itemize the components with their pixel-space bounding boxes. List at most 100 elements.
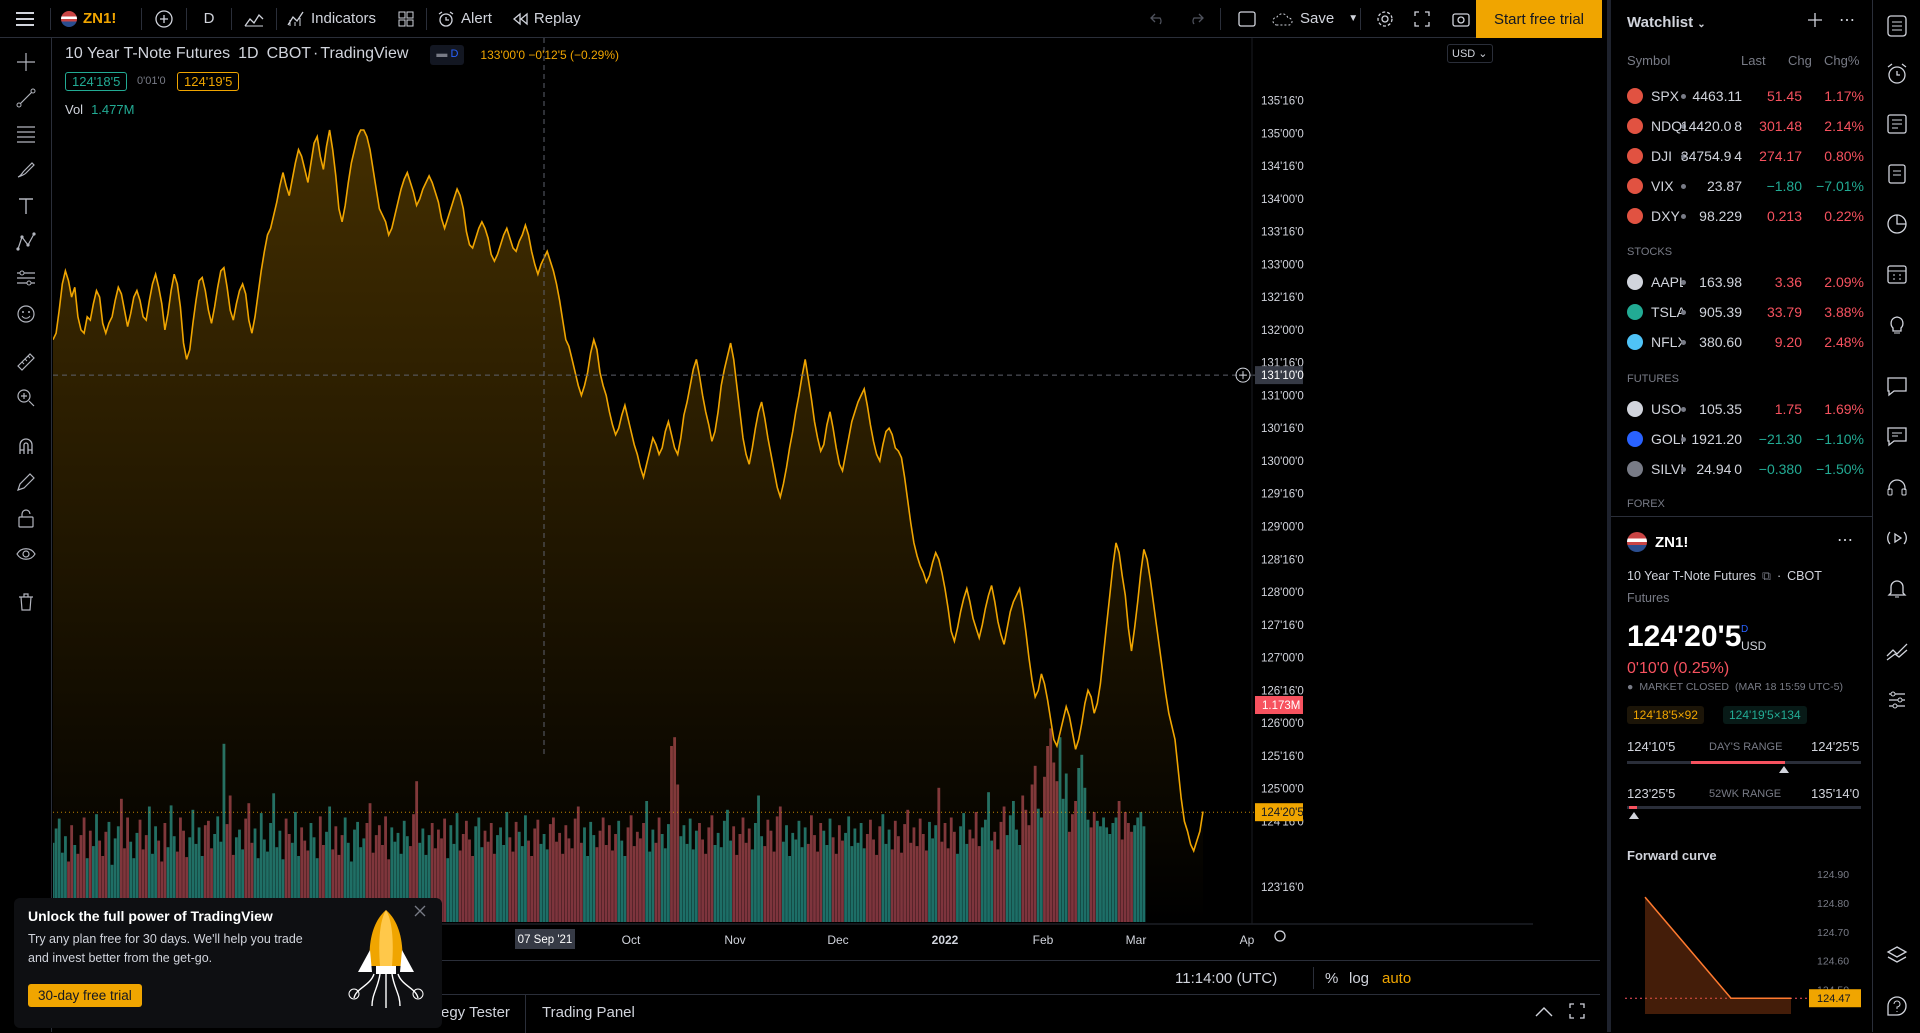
text-tool[interactable] <box>14 194 38 218</box>
watchlist-row[interactable]: DXY 98.229 0.213 0.22% <box>1611 201 1872 231</box>
col-chg[interactable]: Chg <box>1788 53 1812 68</box>
maximize-button[interactable] <box>1569 1003 1585 1022</box>
pie-tab[interactable] <box>1885 212 1909 239</box>
watchlist-section-label[interactable]: STOCKS <box>1627 246 1673 258</box>
symbol-search-button[interactable]: ZN1! <box>51 0 141 38</box>
help-tab[interactable] <box>1885 994 1909 1021</box>
clock-label[interactable]: 11:14:00 (UTC) <box>1175 970 1278 987</box>
pattern-tool[interactable] <box>14 230 38 254</box>
measure-tool[interactable] <box>14 350 38 374</box>
messages-tab[interactable] <box>1885 424 1909 451</box>
currency-button[interactable]: USD ⌄ <box>1447 44 1493 63</box>
broadcast-tab[interactable] <box>1885 526 1909 553</box>
row-pct: 0.80% <box>1824 148 1864 164</box>
watchlist-section-label[interactable]: FUTURES <box>1627 373 1679 385</box>
hide-tool[interactable] <box>14 542 38 566</box>
emoji-tool[interactable] <box>14 302 38 326</box>
detail-symbol[interactable]: ZN1! <box>1655 533 1689 551</box>
external-link-icon[interactable]: ⧉ <box>1762 569 1771 583</box>
magnet-tool[interactable] <box>14 434 38 458</box>
undo-button[interactable] <box>1140 0 1176 38</box>
watchlist-row[interactable]: USO 105.35 1.75 1.69% <box>1611 394 1872 424</box>
detail-more-button[interactable]: ⋯ <box>1837 532 1853 549</box>
watchlist-row[interactable]: SILVER 24.94 0 −0.380 −1.50% <box>1611 454 1872 484</box>
layers-tab[interactable] <box>1885 944 1909 971</box>
calendar-tab[interactable] <box>1885 162 1909 189</box>
snapshot-button[interactable] <box>1442 0 1480 38</box>
settings-button[interactable] <box>1366 0 1404 38</box>
notifications-tab[interactable] <box>1885 576 1909 603</box>
detail-ask[interactable]: 124'19'5×134 <box>1723 706 1807 724</box>
watchlist-section-label[interactable]: FOREX <box>1627 498 1665 510</box>
trendline-tool[interactable] <box>14 86 38 110</box>
layout-button[interactable] <box>1228 0 1266 38</box>
compare-button[interactable] <box>142 0 186 38</box>
brush-tool[interactable] <box>14 158 38 182</box>
chats-tab[interactable] <box>1885 374 1909 401</box>
percent-toggle[interactable]: % <box>1325 970 1339 987</box>
last-price-label: 124'20'5 <box>1261 807 1304 819</box>
fib-tool[interactable] <box>14 122 38 146</box>
templates-button[interactable] <box>386 0 426 38</box>
watchlist-title[interactable]: Watchlist ⌄ <box>1627 14 1706 31</box>
pine-tab[interactable] <box>1885 688 1909 715</box>
interval-button[interactable]: D <box>203 10 215 27</box>
status-dot <box>1681 153 1686 159</box>
news-tab[interactable] <box>1885 112 1909 139</box>
delete-tool[interactable] <box>14 590 38 614</box>
redo-button[interactable] <box>1178 0 1214 38</box>
watchlist-row[interactable]: DJI 34754.9 4 274.17 0.80% <box>1611 141 1872 171</box>
promo-text-1: Try any plan free for 30 days. We'll hel… <box>28 932 303 946</box>
legend-source: TradingView <box>320 45 409 62</box>
log-toggle[interactable]: log <box>1349 970 1370 987</box>
alert-button[interactable]: Alert <box>427 0 502 38</box>
replay-button[interactable]: Replay <box>502 0 591 38</box>
lock-tool[interactable] <box>14 506 38 530</box>
prediction-tool[interactable] <box>14 266 38 290</box>
last-price-badge <box>1255 803 1303 822</box>
row-symbol: DJI <box>1651 148 1672 164</box>
collapse-button[interactable] <box>1535 1005 1553 1021</box>
watchlist-row[interactable]: VIX 23.87 −1.80 −7.01% <box>1611 171 1872 201</box>
promo-close-button[interactable] <box>414 904 426 920</box>
watchlist-row[interactable]: NDQ 14420.0 8 301.48 2.14% <box>1611 111 1872 141</box>
detail-bid[interactable]: 124'18'5×92 <box>1627 706 1704 724</box>
menu-button[interactable] <box>0 0 50 38</box>
watchlist-row[interactable]: GOLD 1921.20 −21.30 −1.10% <box>1611 424 1872 454</box>
delayed-badge[interactable]: ▬ D <box>430 45 465 65</box>
ideas-tab[interactable] <box>1885 312 1909 339</box>
chart-area[interactable]: 135'16'0 135'00'0 134'16'0 134'00'0 133'16'0… <box>51 38 1533 960</box>
watchlist-row[interactable]: TSLA 905.39 33.79 3.88% <box>1611 297 1872 327</box>
magnet-icon <box>19 438 33 454</box>
trend-tab[interactable] <box>1885 640 1909 667</box>
fullscreen-button[interactable] <box>1404 0 1440 38</box>
crosshair-tool[interactable] <box>14 50 38 74</box>
chart-type-button[interactable] <box>232 0 276 38</box>
save-button[interactable]: Save ▼ <box>1262 0 1368 38</box>
watchlist-row[interactable]: SPX 4463.11 51.45 1.17% <box>1611 81 1872 111</box>
tab-trading-panel[interactable]: Trading Panel <box>542 1004 635 1021</box>
stay-drawing-tool[interactable] <box>14 470 38 494</box>
col-chg-pct[interactable]: Chg% <box>1824 53 1860 68</box>
indicators-button[interactable]: Indicators <box>277 0 386 38</box>
bid-button[interactable]: 124'18'5 <box>65 72 128 91</box>
streams-tab[interactable] <box>1885 476 1909 503</box>
add-symbol-button[interactable] <box>1807 12 1823 31</box>
promo-trial-button[interactable]: 30-day free trial <box>28 984 142 1007</box>
alerts-tab[interactable] <box>1885 62 1909 89</box>
calendar-grid-tab[interactable] <box>1885 262 1909 289</box>
price-chart[interactable]: 135'16'0 135'00'0 134'16'0 134'00'0 133'16'0… <box>51 38 1533 960</box>
watchlist-row[interactable]: NFLX 380.60 9.20 2.48% <box>1611 327 1872 357</box>
watchlist-tab[interactable] <box>1885 14 1909 41</box>
col-last[interactable]: Last <box>1741 53 1766 68</box>
auto-toggle[interactable]: auto <box>1382 970 1412 987</box>
watchlist-row[interactable]: AAPL 163.98 3.36 2.09% <box>1611 267 1872 297</box>
ask-button[interactable]: 124'19'5 <box>177 72 240 91</box>
detail-change: 0'10'0 (0.25%) <box>1627 660 1730 677</box>
zoom-tool[interactable] <box>14 386 38 410</box>
watchlist-more-button[interactable]: ⋯ <box>1839 12 1856 29</box>
start-trial-button[interactable]: Start free trial <box>1476 0 1602 38</box>
tab-strategy-tester[interactable]: egy Tester <box>441 1004 510 1021</box>
price-tick-label: 129'00'0 <box>1261 521 1304 533</box>
col-symbol[interactable]: Symbol <box>1627 53 1671 68</box>
